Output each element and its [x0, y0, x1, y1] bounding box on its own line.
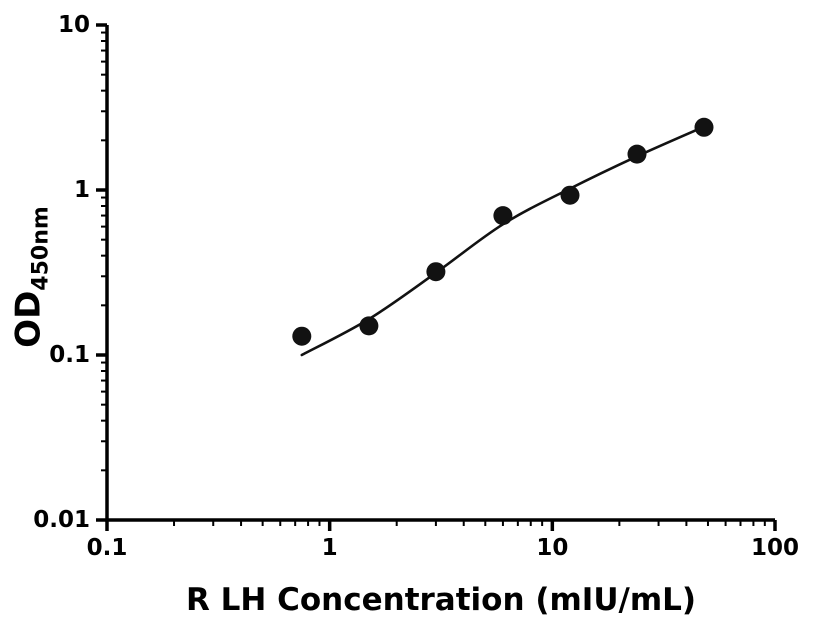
- data-points: [292, 117, 714, 346]
- data-point: [694, 117, 714, 137]
- y-tick-label: 1: [74, 177, 90, 203]
- data-point: [359, 316, 379, 336]
- x-tick-label: 10: [536, 535, 568, 561]
- x-tick-label: 100: [751, 535, 799, 561]
- data-point: [426, 262, 446, 282]
- y-axis-title-sub: 450nm: [28, 206, 54, 291]
- y-axis-title-main: OD: [8, 290, 49, 348]
- x-tick-label: 0.1: [87, 535, 128, 561]
- data-point: [627, 144, 647, 164]
- x-tick-label: 1: [322, 535, 338, 561]
- y-tick-label: 0.01: [33, 507, 90, 533]
- x-axis-ticks: 0.1 1 10 100: [87, 520, 799, 561]
- y-axis-title: OD450nm: [9, 206, 54, 348]
- y-axis-ticks: 0.01 0.1 1 10: [33, 12, 107, 533]
- data-point: [493, 206, 513, 226]
- x-axis-title: R LH Concentration (mIU/mL): [185, 582, 697, 618]
- y-tick-label: 10: [58, 12, 90, 38]
- y-tick-label: 0.1: [49, 342, 90, 368]
- data-point: [292, 326, 312, 346]
- data-point: [560, 185, 580, 205]
- minor-ticks: [101, 31, 766, 526]
